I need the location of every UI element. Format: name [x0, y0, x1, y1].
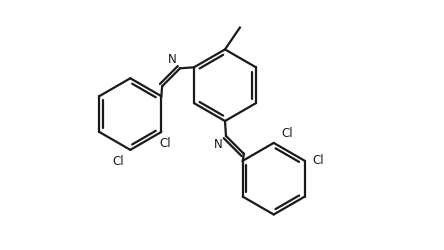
Text: N: N [214, 138, 223, 151]
Text: N: N [168, 53, 177, 66]
Text: Cl: Cl [159, 137, 171, 150]
Text: Cl: Cl [281, 127, 293, 140]
Text: Cl: Cl [113, 155, 124, 168]
Text: Cl: Cl [313, 154, 324, 167]
